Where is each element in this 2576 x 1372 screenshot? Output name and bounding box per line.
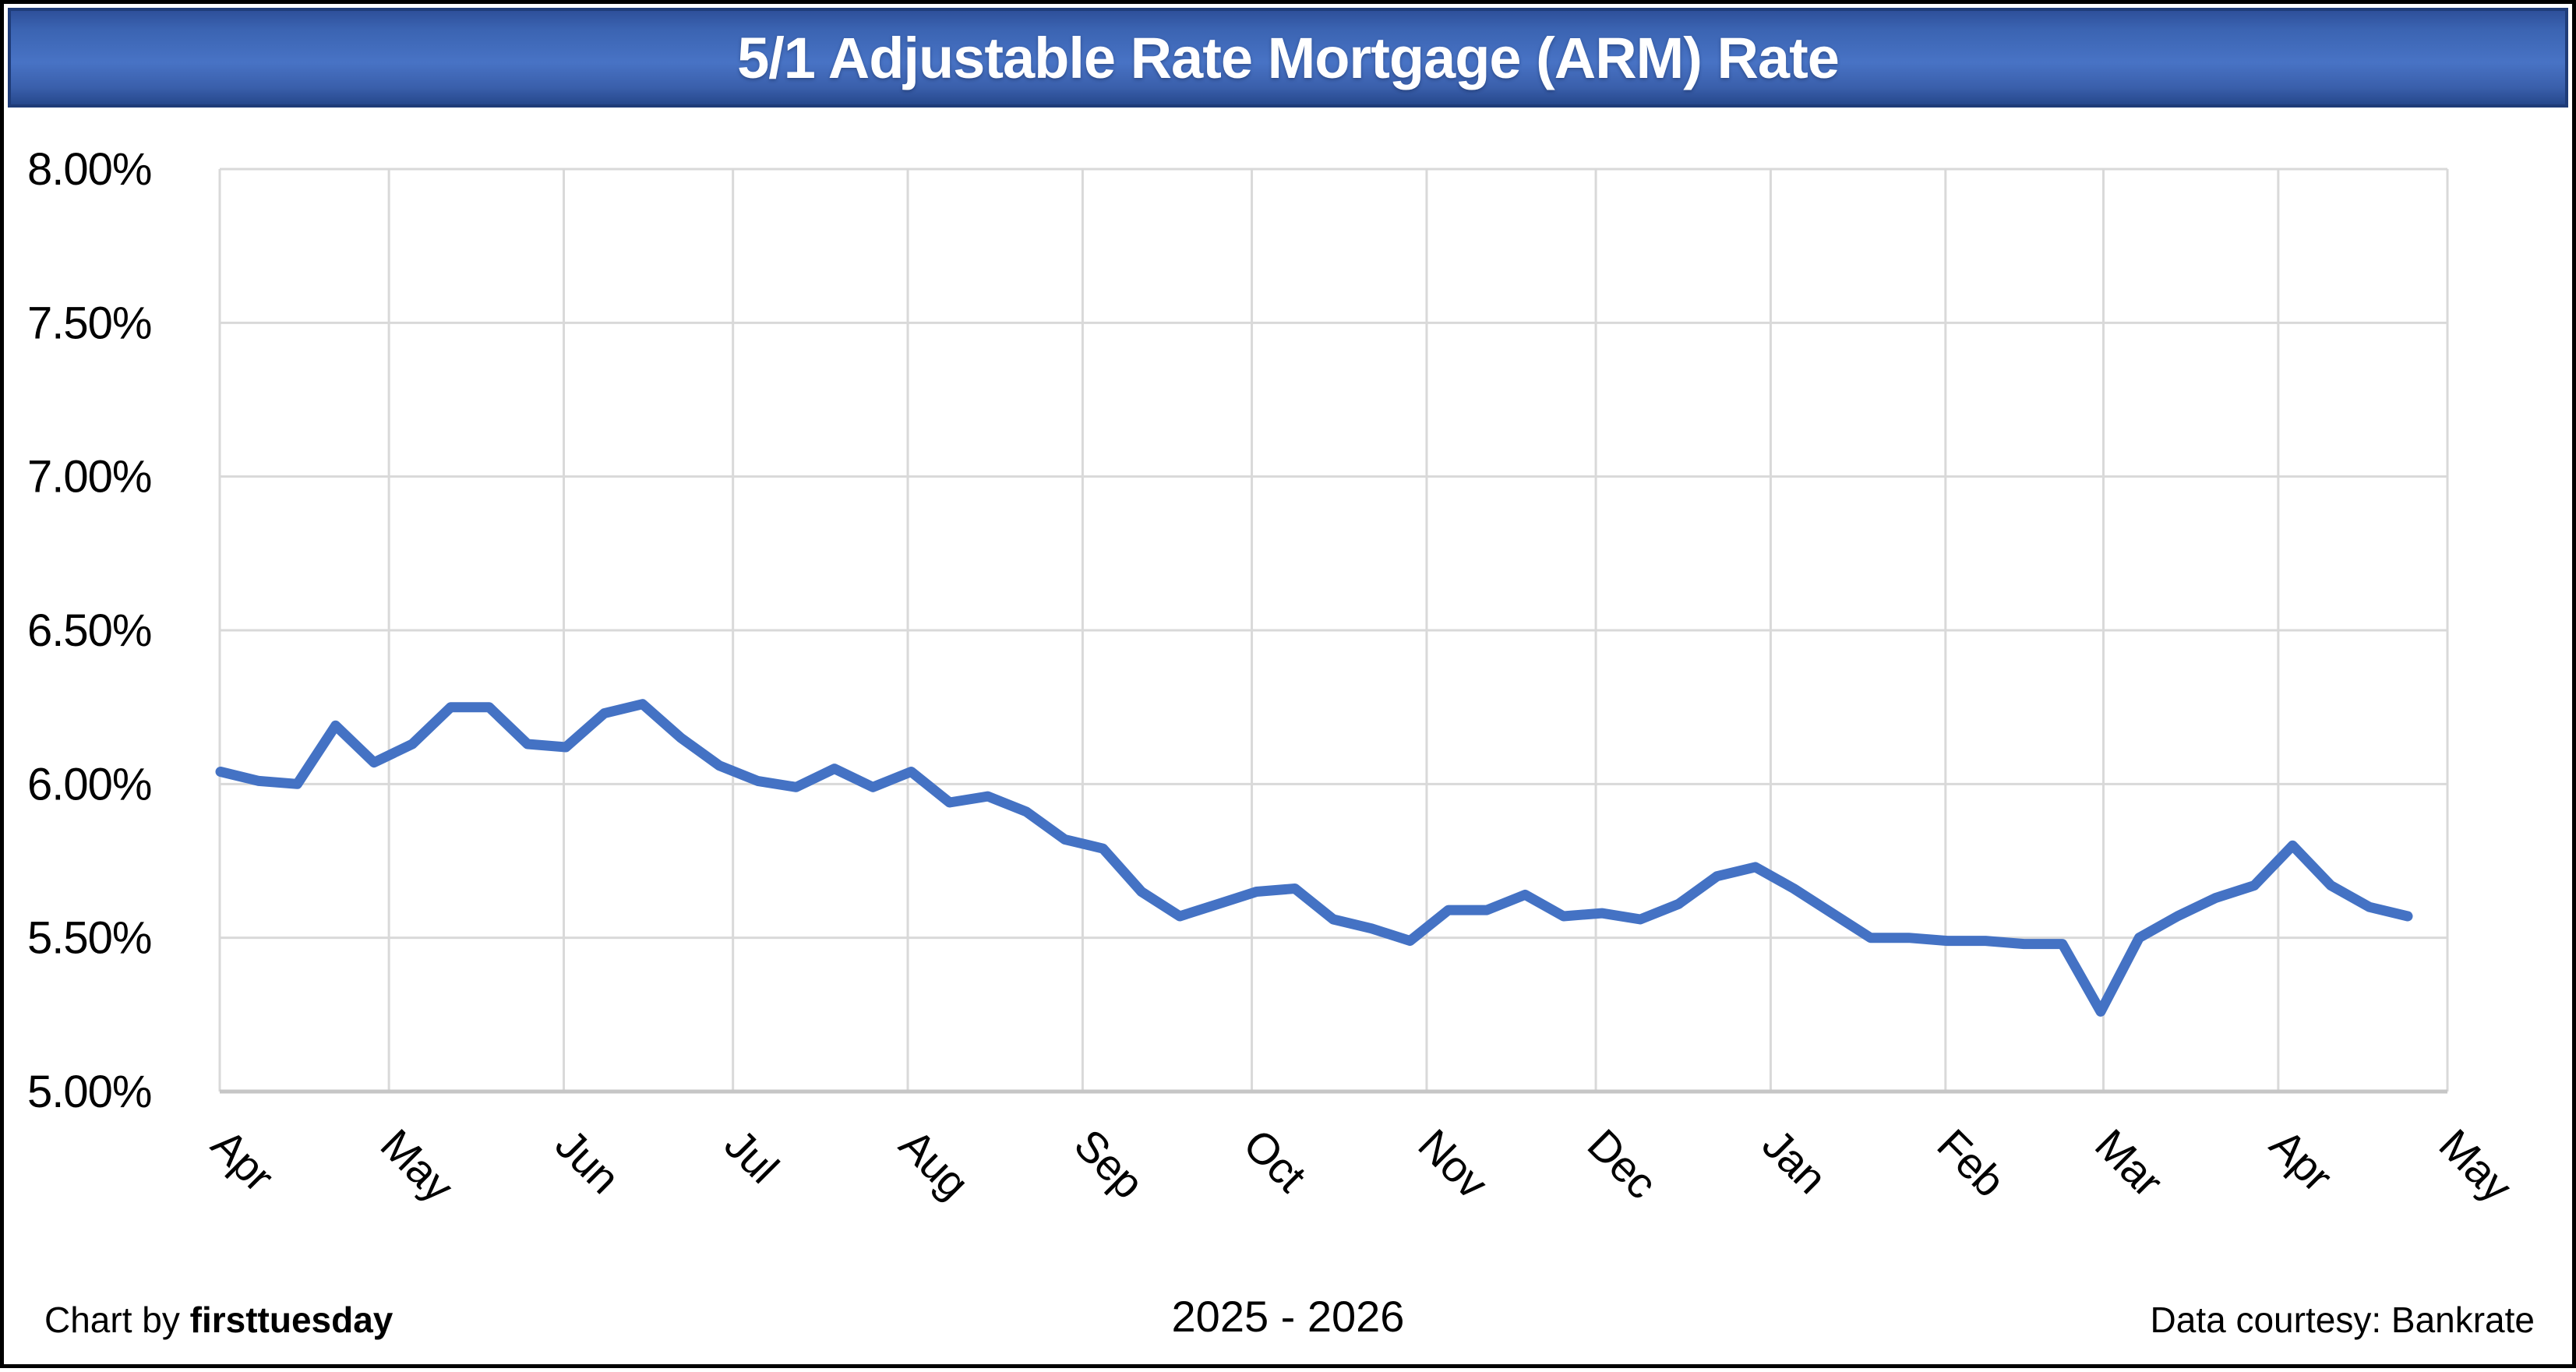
y-tick-label: 7.50% bbox=[27, 298, 151, 348]
x-tick-label: Aug bbox=[891, 1120, 979, 1208]
x-tick-label: May bbox=[2430, 1120, 2522, 1212]
x-tick-label: Sep bbox=[1065, 1120, 1153, 1208]
y-tick-label: 6.00% bbox=[27, 759, 151, 809]
footer-brand: firsttuesday bbox=[189, 1300, 393, 1340]
footer-credit: Chart by firsttuesday bbox=[44, 1299, 393, 1341]
y-tick-label: 8.00% bbox=[27, 144, 151, 195]
y-tick-label: 5.00% bbox=[27, 1067, 151, 1117]
footer-credit-prefix: Chart by bbox=[44, 1300, 190, 1340]
x-tick-label: Jan bbox=[1753, 1120, 1836, 1202]
x-tick-label: Jun bbox=[546, 1120, 629, 1202]
y-tick-label: 6.50% bbox=[27, 605, 151, 656]
x-tick-label: May bbox=[372, 1120, 464, 1212]
x-tick-label: Oct bbox=[1234, 1120, 1316, 1201]
rate-series-line bbox=[215, 699, 2413, 1017]
footer-period: 2025 - 2026 bbox=[1171, 1292, 1405, 1341]
x-tick-label: Dec bbox=[1579, 1120, 1667, 1208]
chart-title: 5/1 Adjustable Rate Mortgage (ARM) Rate bbox=[737, 25, 1840, 90]
x-tick-label: Feb bbox=[1928, 1120, 2014, 1206]
footer-data-source: Data courtesy: Bankrate bbox=[2150, 1300, 2535, 1340]
y-tick-label: 7.00% bbox=[27, 452, 151, 503]
x-tick-label: Apr bbox=[203, 1120, 284, 1201]
title-bar: 5/1 Adjustable Rate Mortgage (ARM) Rate bbox=[8, 8, 2568, 108]
x-tick-label: Mar bbox=[2086, 1120, 2172, 1206]
x-tick-label: Nov bbox=[1409, 1120, 1498, 1208]
arm-rate-line-chart: 8.00% 7.50% 7.00% 6.50% 6.00% 5.50% 5.00% Apr Ma… bbox=[27, 144, 2522, 1212]
y-tick-label: 5.50% bbox=[27, 913, 151, 964]
x-tick-label: Apr bbox=[2260, 1120, 2341, 1201]
x-tick-label: Jul bbox=[715, 1120, 788, 1192]
